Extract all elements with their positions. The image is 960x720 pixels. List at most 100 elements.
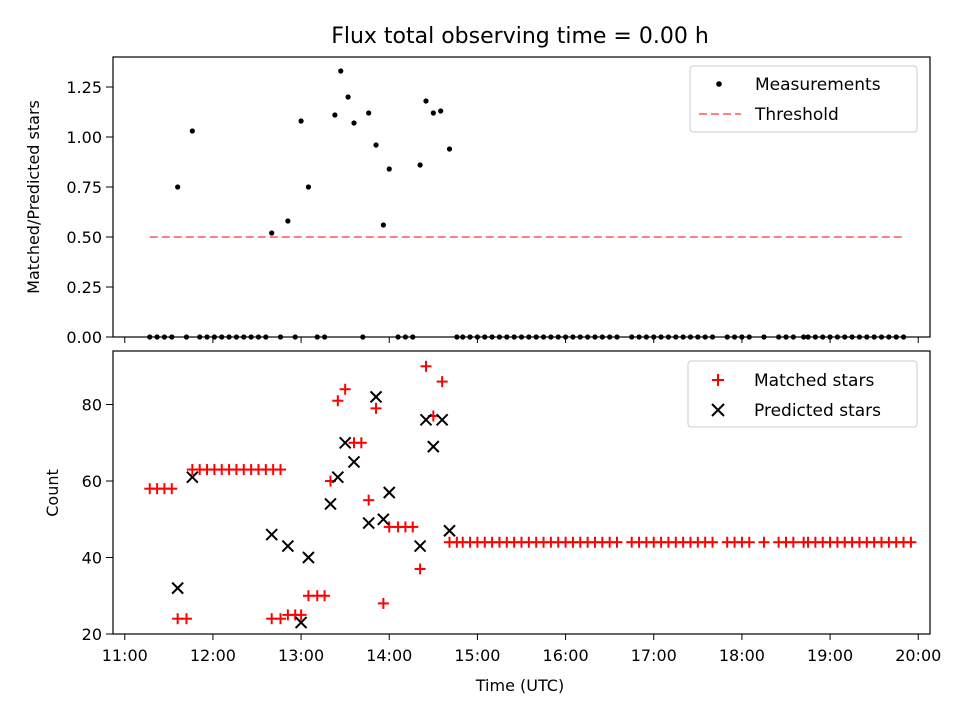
matched-star-point [905, 536, 917, 548]
predicted-star-b [302, 551, 315, 564]
matched-star-point [611, 536, 623, 548]
top-y-tick-label: 0.25 [66, 278, 102, 297]
measurement-point [345, 94, 351, 100]
predicted-star-point [324, 497, 337, 511]
measurement-point [417, 162, 423, 168]
matched-star-point [295, 609, 307, 621]
predicted-star-b [331, 470, 345, 484]
predicted-star-point [413, 539, 427, 553]
measurement-point [386, 166, 392, 172]
predicted-star-b [383, 486, 396, 499]
legend-measurements-label: Measurements [755, 75, 881, 95]
predicted-star-b [362, 516, 375, 530]
x-tick-label: 17:00 [631, 646, 677, 665]
x-tick-label: 12:00 [190, 646, 236, 665]
measurement-point [338, 68, 344, 74]
legend-matched-marker [712, 374, 724, 386]
bottom-y-axis-label: Count [43, 469, 62, 517]
matched-star-point [787, 536, 799, 548]
measurement-point [446, 146, 453, 152]
predicted-star-point [435, 413, 449, 427]
legend-predicted-label: Predicted stars [754, 401, 881, 421]
matched-star-point [377, 597, 389, 609]
predicted-star-point [265, 528, 278, 541]
measurement-point [189, 128, 195, 134]
top-legend-box [689, 65, 918, 133]
predicted-star-point [347, 455, 361, 469]
predicted-star-point [369, 390, 383, 404]
bottom-y-tick-label: 40 [82, 549, 102, 568]
measurement-point [373, 142, 379, 148]
measurement-point [298, 118, 304, 124]
predicted-star-point [171, 581, 184, 595]
predicted-star-b [281, 539, 295, 553]
measurement-point [285, 218, 291, 224]
top-y-tick-label: 1.00 [66, 128, 102, 147]
x-tick-label: 11:00 [102, 646, 148, 665]
predicted-star-b [324, 497, 337, 511]
predicted-star-point [362, 516, 375, 530]
top-y-tick-label: 0.75 [66, 178, 102, 197]
predicted-star-point [377, 513, 390, 526]
measurement-point [380, 222, 386, 228]
matched-star-point [758, 536, 770, 548]
measurement-point [269, 230, 275, 236]
matched-star-point [414, 563, 426, 575]
matched-star-point [355, 437, 367, 449]
predicted-star-b [347, 455, 361, 469]
measurement-point [332, 112, 338, 118]
predicted-star-b [377, 513, 390, 526]
top-x-axis [124, 337, 919, 343]
x-tick-label: 16:00 [543, 646, 589, 665]
bottom-x-axis: 11:00 12:00 13:00 14:00 15:00 16:00 17:00 18:00… [102, 634, 941, 665]
top-y-tick-label: 0.50 [66, 228, 102, 247]
measurement-point [175, 184, 181, 190]
matched-star-point [319, 590, 331, 602]
legend-measurements-marker [716, 81, 722, 87]
bottom-y-tick-label: 20 [82, 625, 102, 644]
matched-star-point [407, 521, 419, 533]
predicted-star-b [171, 581, 184, 595]
bottom-y-tick-label: 60 [82, 472, 102, 491]
matched-star-point [707, 536, 719, 548]
bottom-plot-marks [144, 360, 917, 629]
measurement-point [438, 108, 444, 114]
predicted-star-b [413, 539, 427, 553]
matched-star-point [275, 464, 287, 476]
predicted-star-point [186, 470, 199, 484]
predicted-star-b [427, 440, 440, 453]
predicted-star-b [369, 390, 383, 404]
predicted-star-point [281, 539, 295, 553]
x-tick-label: 20:00 [895, 646, 941, 665]
top-legend: Measurements Threshold [689, 65, 918, 133]
matched-star-point [180, 613, 192, 625]
predicted-star-point [294, 616, 308, 629]
matched-star-point [339, 383, 351, 395]
matched-star-point [332, 395, 344, 407]
measurement-point [305, 184, 312, 190]
predicted-star-point [302, 551, 315, 564]
predicted-star-point [427, 440, 440, 453]
predicted-star-b [419, 413, 433, 427]
predicted-star-b [338, 436, 352, 449]
top-y-axis: 0.00 0.25 0.50 0.75 1.00 1.25 [66, 78, 113, 347]
legend-matched-label: Matched stars [754, 371, 874, 391]
predicted-star-point [443, 524, 456, 537]
predicted-star-point [331, 470, 345, 484]
top-panel: 0.00 0.25 0.50 0.75 1.00 1.25 Matched/Predict… [24, 56, 931, 347]
predicted-star-b [443, 524, 456, 537]
measurement-point [430, 110, 436, 116]
legend-predicted-marker [711, 403, 725, 417]
x-axis-label: Time (UTC) [475, 676, 564, 695]
predicted-star-point [383, 486, 396, 499]
bottom-y-axis: 20 40 60 80 [82, 396, 113, 644]
top-axes-frame [112, 56, 931, 338]
predicted-star-b [435, 413, 449, 427]
x-tick-label: 14:00 [366, 646, 412, 665]
bottom-legend: Matched stars Predicted stars [687, 360, 918, 428]
top-y-tick-label: 0.00 [66, 328, 102, 347]
matched-star-point [363, 494, 375, 506]
predicted-star-b [186, 470, 199, 484]
bottom-axes-frame [112, 350, 931, 635]
